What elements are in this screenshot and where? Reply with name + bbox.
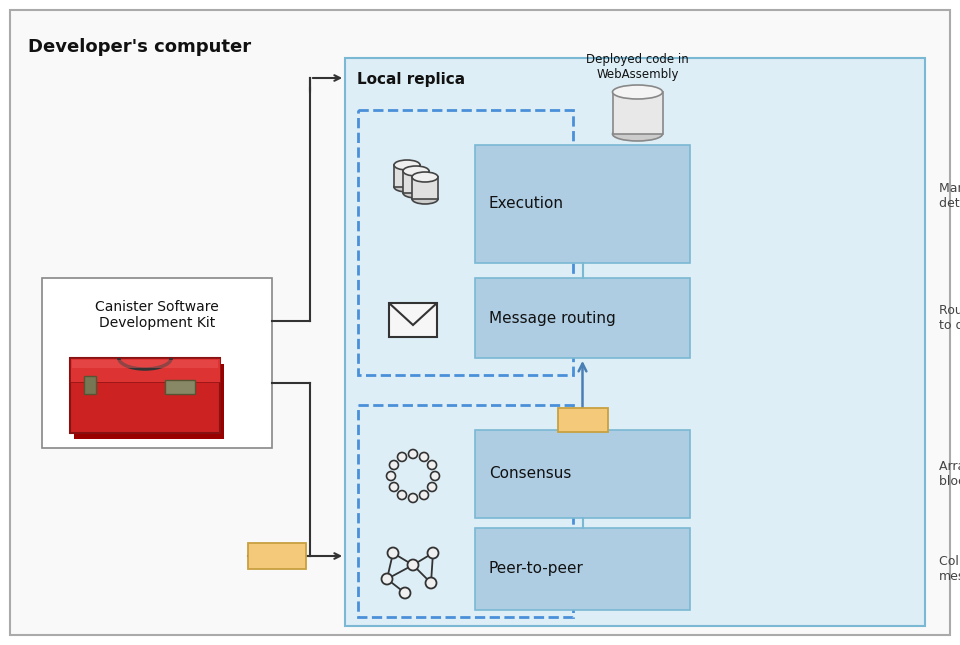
Text: Collect and distribute
messages: Collect and distribute messages	[939, 555, 960, 583]
Circle shape	[420, 491, 428, 500]
FancyBboxPatch shape	[412, 177, 438, 199]
Circle shape	[388, 548, 398, 559]
Ellipse shape	[394, 160, 420, 170]
FancyBboxPatch shape	[389, 303, 437, 337]
FancyBboxPatch shape	[475, 430, 690, 518]
Text: Manage a safe environment for
deterministic computation: Manage a safe environment for determinis…	[939, 182, 960, 210]
FancyBboxPatch shape	[165, 380, 195, 394]
Circle shape	[427, 548, 439, 559]
Circle shape	[397, 452, 406, 461]
FancyBboxPatch shape	[394, 165, 420, 187]
FancyBboxPatch shape	[10, 10, 950, 635]
Circle shape	[387, 471, 396, 481]
Ellipse shape	[412, 172, 438, 182]
Text: Route validated messages
to destinations: Route validated messages to destinations	[939, 304, 960, 332]
FancyBboxPatch shape	[248, 543, 306, 569]
FancyBboxPatch shape	[475, 278, 690, 358]
FancyBboxPatch shape	[70, 358, 220, 433]
Circle shape	[381, 573, 393, 584]
Circle shape	[390, 482, 398, 491]
FancyBboxPatch shape	[475, 528, 690, 610]
FancyBboxPatch shape	[70, 358, 220, 382]
Text: Canister Software
Development Kit: Canister Software Development Kit	[95, 300, 219, 330]
Ellipse shape	[394, 182, 420, 192]
FancyBboxPatch shape	[475, 145, 690, 263]
FancyBboxPatch shape	[42, 278, 272, 448]
Text: Local replica: Local replica	[357, 72, 466, 87]
Text: Execution: Execution	[489, 197, 564, 212]
Text: Consensus: Consensus	[489, 466, 571, 482]
Circle shape	[407, 559, 419, 570]
Ellipse shape	[403, 166, 429, 176]
Circle shape	[409, 493, 418, 502]
Circle shape	[425, 577, 437, 588]
Circle shape	[427, 461, 437, 470]
Text: Peer-to-peer: Peer-to-peer	[489, 562, 584, 577]
FancyBboxPatch shape	[72, 360, 218, 368]
Ellipse shape	[412, 194, 438, 204]
Ellipse shape	[612, 127, 662, 141]
FancyBboxPatch shape	[84, 376, 96, 394]
Circle shape	[409, 450, 418, 459]
Ellipse shape	[403, 188, 429, 198]
Circle shape	[420, 452, 428, 461]
FancyBboxPatch shape	[74, 364, 224, 439]
FancyBboxPatch shape	[403, 171, 429, 193]
Ellipse shape	[612, 85, 662, 99]
Circle shape	[427, 482, 437, 491]
Circle shape	[397, 491, 406, 500]
FancyBboxPatch shape	[345, 58, 925, 626]
Circle shape	[390, 461, 398, 470]
FancyBboxPatch shape	[612, 92, 662, 134]
Circle shape	[430, 471, 440, 481]
Text: Message routing: Message routing	[489, 310, 615, 326]
Text: Arrange messages into
blocks and validate: Arrange messages into blocks and validat…	[939, 460, 960, 488]
Text: Deployed code in
WebAssembly: Deployed code in WebAssembly	[587, 53, 689, 81]
FancyBboxPatch shape	[558, 408, 608, 432]
Circle shape	[399, 588, 411, 599]
Text: Developer's computer: Developer's computer	[28, 38, 252, 56]
